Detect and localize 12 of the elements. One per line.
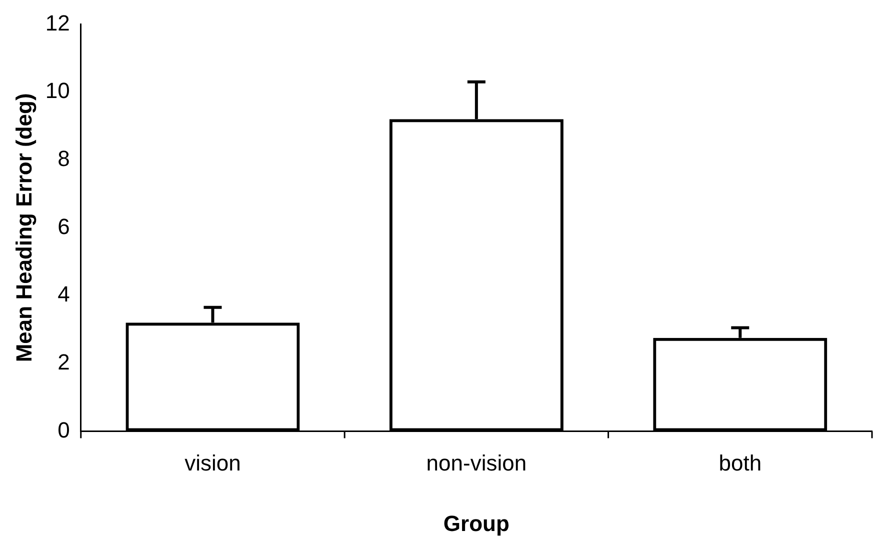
y-tick-label: 10	[45, 78, 70, 104]
y-tick-label: 0	[58, 417, 70, 442]
y-tick-label: 2	[58, 349, 70, 374]
y-axis-title: Mean Heading Error (deg)	[11, 93, 36, 362]
y-tick-label: 4	[58, 282, 70, 307]
x-tick-label: vision	[184, 450, 241, 476]
x-axis-title: Group	[443, 510, 510, 536]
x-tick-label: both	[718, 450, 762, 476]
y-tick-label: 8	[58, 146, 70, 171]
y-tick-label: 12	[45, 10, 70, 36]
x-tick-label: non-vision	[426, 450, 527, 476]
y-tick-label: 6	[58, 214, 70, 239]
